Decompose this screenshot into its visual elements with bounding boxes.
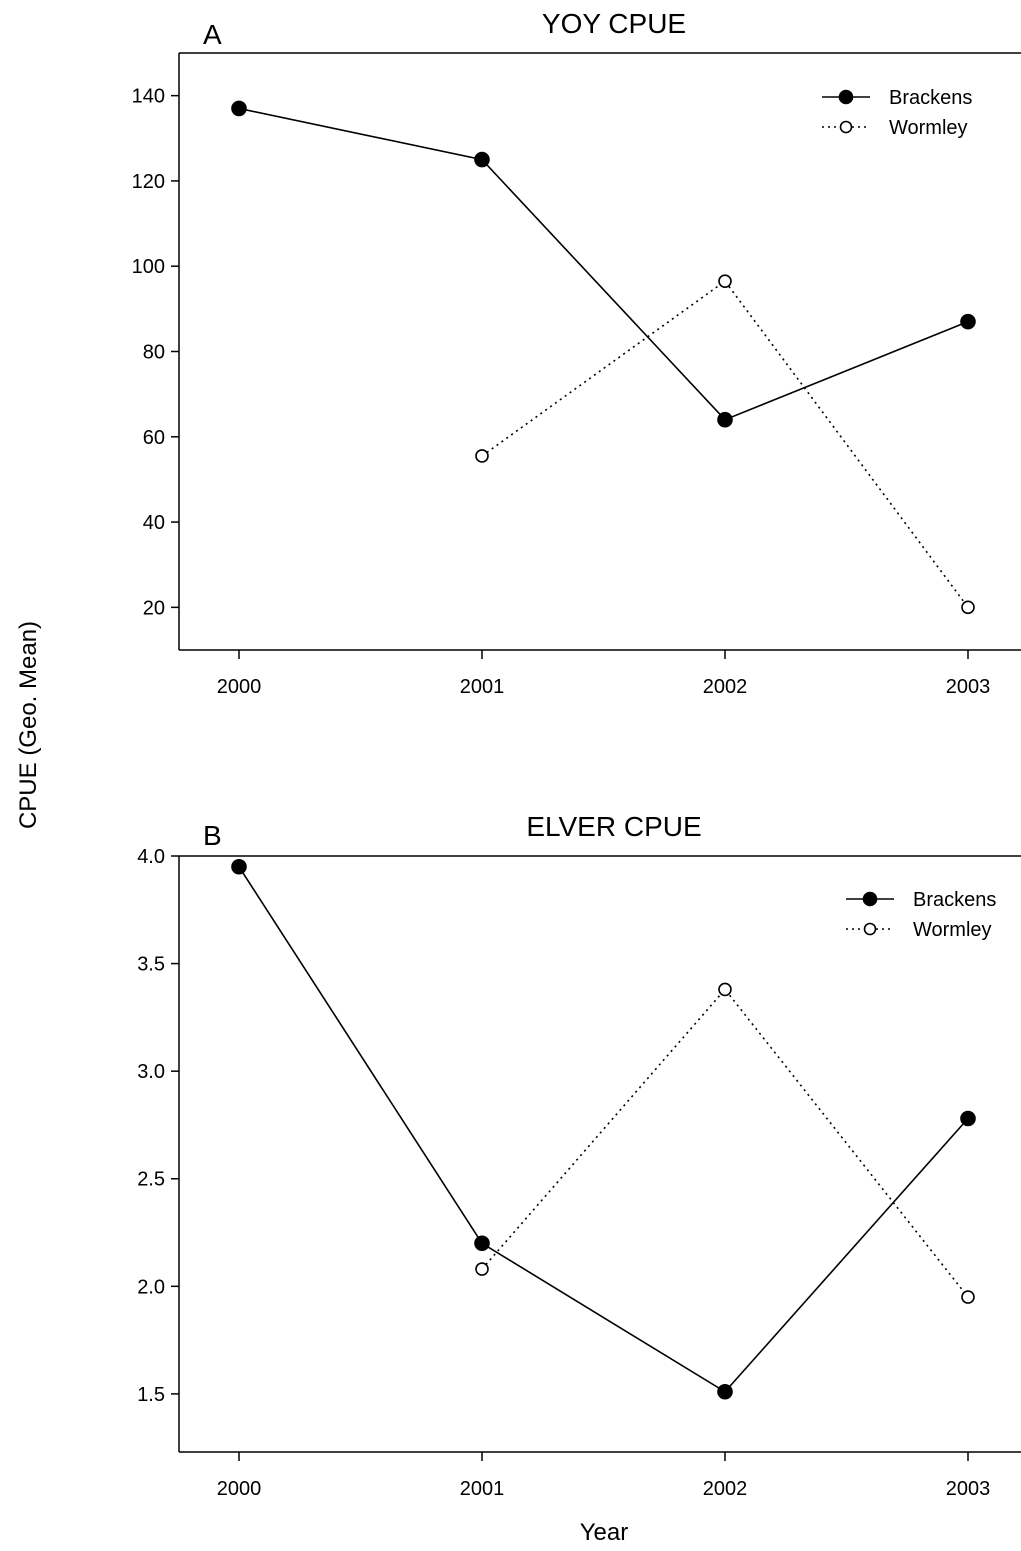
panel-letter: A bbox=[203, 19, 222, 50]
panel-title: YOY CPUE bbox=[542, 8, 686, 39]
legend: Brackens Wormley bbox=[822, 87, 972, 139]
y-tick-label: 60 bbox=[143, 427, 165, 449]
series-line-brackens bbox=[238, 866, 969, 1393]
y-tick-label: 120 bbox=[132, 171, 165, 193]
x-axis-label: Year bbox=[580, 1519, 629, 1546]
data-point-wormley bbox=[475, 1262, 489, 1276]
chart-panel-a: A YOY CPUE 20 40 60 80 100 120 140 2000 2001 2002 20… bbox=[132, 8, 1021, 698]
legend-label-brackens: Brackens bbox=[889, 87, 972, 109]
legend-marker-wormley bbox=[863, 922, 877, 936]
data-point-brackens bbox=[231, 858, 247, 875]
y-tick-label: 1.5 bbox=[137, 1384, 165, 1406]
y-axis-label: CPUE (Geo. Mean) bbox=[15, 621, 42, 829]
legend: Brackens Wormley bbox=[846, 889, 996, 941]
data-point-brackens bbox=[717, 1383, 733, 1400]
y-tick-label: 3.0 bbox=[137, 1061, 165, 1083]
series-line-brackens bbox=[238, 107, 969, 421]
panel-title: ELVER CPUE bbox=[526, 811, 701, 842]
legend-marker-wormley bbox=[839, 120, 853, 134]
data-point-brackens bbox=[960, 313, 976, 330]
y-tick-label: 4.0 bbox=[137, 846, 165, 868]
y-tick-label: 2.5 bbox=[137, 1169, 165, 1191]
y-tick-label: 2.0 bbox=[137, 1276, 165, 1298]
x-tick-label: 2000 bbox=[217, 676, 262, 698]
x-tick-label: 2001 bbox=[460, 676, 505, 698]
y-tick-label: 100 bbox=[132, 256, 165, 278]
series-line-wormley bbox=[481, 280, 969, 608]
data-point-wormley bbox=[718, 982, 732, 997]
legend-label-wormley: Wormley bbox=[889, 117, 968, 139]
x-tick-label: 2003 bbox=[946, 1478, 991, 1500]
x-tick-label: 2001 bbox=[460, 1478, 505, 1500]
y-tick-label: 40 bbox=[143, 512, 165, 534]
y-tick-label: 20 bbox=[143, 597, 165, 619]
data-point-brackens bbox=[231, 100, 247, 117]
y-tick-label: 3.5 bbox=[137, 954, 165, 976]
chart-panel-b: B ELVER CPUE 1.5 2.0 2.5 3.0 3.5 4.0 2000 2001 200… bbox=[137, 811, 1021, 1500]
legend-marker-brackens bbox=[838, 89, 854, 105]
data-point-wormley bbox=[961, 600, 975, 615]
x-tick-label: 2003 bbox=[946, 676, 991, 698]
x-tick-label: 2002 bbox=[703, 1478, 748, 1500]
y-tick-label: 140 bbox=[132, 86, 165, 108]
data-point-brackens bbox=[474, 151, 490, 168]
panel-letter: B bbox=[203, 820, 222, 851]
data-point-brackens bbox=[717, 411, 733, 428]
legend-marker-brackens bbox=[862, 891, 878, 907]
data-point-wormley bbox=[961, 1290, 975, 1304]
data-point-wormley bbox=[475, 449, 489, 463]
data-point-wormley bbox=[718, 274, 732, 288]
series-line-wormley bbox=[481, 988, 969, 1298]
data-point-brackens bbox=[474, 1235, 490, 1252]
data-point-brackens bbox=[960, 1110, 976, 1127]
legend-label-brackens: Brackens bbox=[913, 889, 996, 911]
x-tick-label: 2002 bbox=[703, 676, 748, 698]
y-tick-label: 80 bbox=[143, 342, 165, 364]
legend-label-wormley: Wormley bbox=[913, 919, 992, 941]
x-tick-label: 2000 bbox=[217, 1478, 262, 1500]
